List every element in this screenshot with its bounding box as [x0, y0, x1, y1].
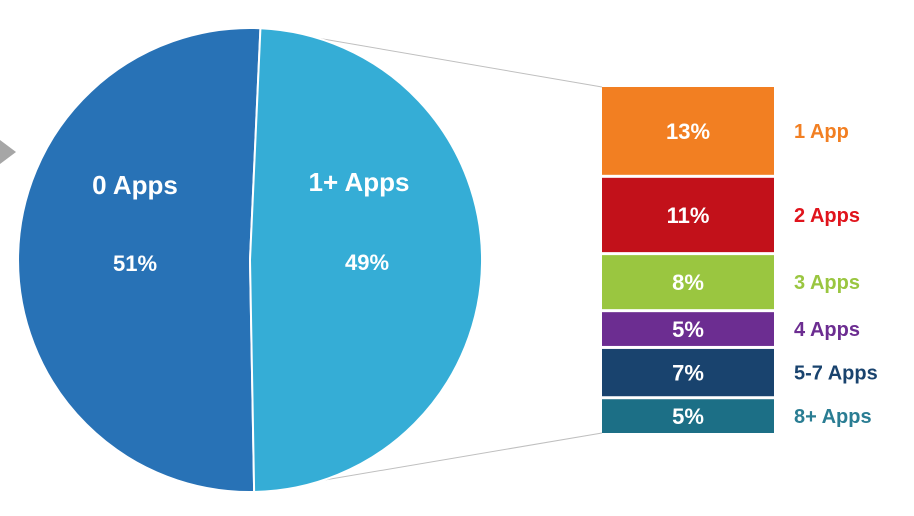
- bar-segment: [602, 87, 774, 175]
- bar-segment: [602, 312, 774, 346]
- pie-labels: 0 Apps 51% 1+ Apps 49%: [92, 167, 409, 276]
- bar-segment: [602, 177, 774, 253]
- pie: [17, 27, 484, 493]
- bar-segment-value-label: 8%: [672, 270, 704, 295]
- bar-segment-category-label: 8+ Apps: [794, 406, 872, 428]
- bar-segment: [602, 348, 774, 397]
- pie-slice-label: 0 Apps: [92, 170, 178, 200]
- bar-segment-value-label: 7%: [672, 361, 704, 386]
- pointer-arrow-icon: [0, 140, 16, 164]
- bar-segment-value-label: 5%: [672, 317, 704, 342]
- bar-segment-category-label: 2 Apps: [794, 205, 860, 227]
- pie-slice-1plus-apps: [248, 27, 484, 493]
- bar-segment-value-label: 11%: [667, 203, 710, 228]
- bar-segment-category-label: 1 App: [794, 121, 849, 143]
- bar-segment: [602, 399, 774, 433]
- bar-segment-category-label: 4 Apps: [794, 319, 860, 341]
- breakdown-bar: 13% 1 App 11% 2 Apps 8% 3 Apps 5% 4 Apps 7% 5-7 A…: [602, 87, 878, 433]
- pie-slice-label: 1+ Apps: [309, 167, 410, 197]
- bar-segment-value-label: 13%: [666, 119, 710, 144]
- bar-segment-category-label: 5-7 Apps: [794, 363, 878, 385]
- bar-segment-value-label: 5%: [672, 404, 704, 429]
- pie-slice-0-apps: [17, 27, 262, 493]
- bar-segment: [602, 255, 774, 310]
- pie-slice-value-label: 49%: [345, 250, 389, 275]
- pie-slice-value-label: 51%: [113, 251, 157, 276]
- bar-segment-category-label: 3 Apps: [794, 272, 860, 294]
